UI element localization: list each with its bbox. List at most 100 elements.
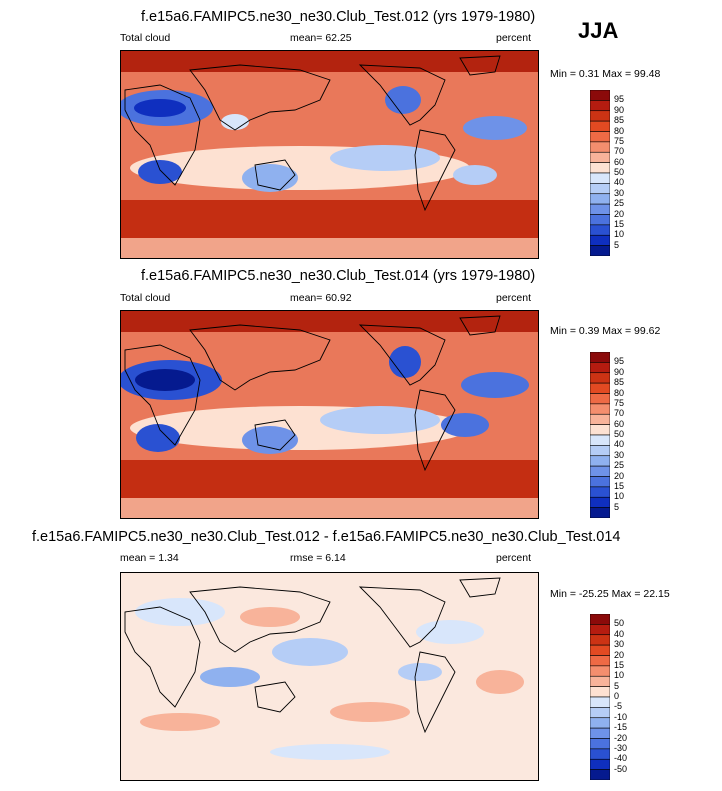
coastlines bbox=[124, 315, 501, 472]
panel-2-mean-label: mean= 60.92 bbox=[290, 292, 352, 304]
colorbar-tick-label: 60 bbox=[614, 156, 625, 167]
western-us-low-cloud bbox=[389, 346, 421, 378]
antarctic-band bbox=[120, 498, 538, 518]
colorbar-tick-label: 95 bbox=[614, 356, 625, 367]
colorbar-box bbox=[590, 131, 610, 143]
colorbar-tick-label: 85 bbox=[614, 377, 625, 388]
colorbar-box bbox=[590, 727, 610, 739]
colorbar-tick-label: 20 bbox=[614, 208, 625, 219]
colorbar-tick-label: 70 bbox=[614, 408, 625, 419]
colorbar-tick-label: 5 bbox=[614, 680, 620, 691]
diff-region bbox=[140, 713, 220, 731]
colorbar-tick-label: 15 bbox=[614, 218, 625, 229]
diff-region bbox=[398, 663, 442, 681]
colorbar-box bbox=[590, 476, 610, 488]
colorbar-tick-label: 40 bbox=[614, 177, 625, 188]
colorbar-tick-label: 85 bbox=[614, 115, 625, 126]
colorbar-tick-label: 40 bbox=[614, 439, 625, 450]
colorbar-box bbox=[590, 424, 610, 436]
colorbar-box bbox=[590, 496, 610, 508]
colorbar-tick-label: 0 bbox=[614, 691, 620, 701]
colorbar-tick-label: 5 bbox=[614, 239, 620, 250]
colorbar-tick-label: -15 bbox=[614, 722, 628, 733]
colorbar-tick-label: 20 bbox=[614, 649, 625, 660]
colorbar-box bbox=[590, 707, 610, 719]
colorbar-box bbox=[590, 413, 610, 425]
colorbar-tick-label: 70 bbox=[614, 146, 625, 157]
colorbar-tick-label: 75 bbox=[614, 135, 625, 146]
southern-ocean-cloud-band bbox=[120, 460, 538, 500]
colorbar-box bbox=[590, 110, 610, 122]
colorbar-tick-label: -50 bbox=[614, 763, 628, 774]
colorbar-tick-label: 50 bbox=[614, 429, 625, 439]
colorbar-box bbox=[590, 738, 610, 750]
colorbar-box bbox=[590, 162, 610, 174]
colorbar-tick-label: 95 bbox=[614, 94, 625, 105]
south-pacific-low-cloud bbox=[320, 406, 440, 434]
colorbar-tick-label: 60 bbox=[614, 418, 625, 429]
sahara-core bbox=[135, 369, 195, 391]
colorbar-box bbox=[590, 614, 610, 625]
colorbar-tick-label: 20 bbox=[614, 470, 625, 481]
panel-2-minmax: Min = 0.39 Max = 99.62 bbox=[550, 325, 661, 337]
colorbar-box bbox=[590, 655, 610, 667]
colorbar-tick-label: 10 bbox=[614, 670, 625, 681]
panel-2-map bbox=[120, 310, 538, 518]
atlantic-low-cloud bbox=[463, 116, 527, 140]
antarctic-band bbox=[120, 238, 538, 258]
colorbar-box bbox=[590, 372, 610, 384]
colorbar-tick-label: 30 bbox=[614, 187, 625, 198]
colorbar-box bbox=[590, 403, 610, 415]
colorbar-tick-label: 10 bbox=[614, 491, 625, 502]
colorbar-tick-label: 25 bbox=[614, 198, 625, 209]
panel-1-minmax: Min = 0.31 Max = 99.48 bbox=[550, 68, 661, 80]
panel-2-title: f.e15a6.FAMIPC5.ne30_ne30.Club_Test.014 … bbox=[141, 268, 536, 284]
colorbar-box bbox=[590, 434, 610, 446]
diff-region bbox=[416, 620, 484, 644]
colorbar-box bbox=[590, 717, 610, 729]
colorbar-box bbox=[590, 393, 610, 405]
colorbar-tick-label: 40 bbox=[614, 628, 625, 639]
coastlines bbox=[124, 55, 501, 212]
colorbar-tick-label: -40 bbox=[614, 753, 628, 764]
southern-ocean-cloud-band bbox=[120, 200, 538, 240]
panel-1-frame bbox=[120, 50, 539, 259]
colorbar-box bbox=[590, 193, 610, 205]
colorbar-tick-label: 15 bbox=[614, 480, 625, 491]
colorbar-box bbox=[590, 455, 610, 467]
colorbar-tick-label: 5 bbox=[614, 501, 620, 512]
panel-1-variable-label: Total cloud bbox=[120, 32, 171, 44]
panel-3-frame bbox=[120, 572, 539, 781]
season-label: JJA bbox=[578, 18, 619, 43]
colorbar-tick-label: 80 bbox=[614, 387, 625, 398]
colorbar-box bbox=[590, 362, 610, 374]
south-america-low-cloud bbox=[441, 413, 489, 437]
panel-3-colorbar bbox=[590, 614, 610, 780]
arabia-region bbox=[221, 114, 249, 130]
panel-3-mean-label: mean = 1.34 bbox=[120, 552, 179, 564]
colorbar-box bbox=[590, 172, 610, 184]
colorbar-box bbox=[590, 100, 610, 112]
colorbar-box bbox=[590, 634, 610, 646]
colorbar-box bbox=[590, 183, 610, 195]
diff-region bbox=[272, 638, 348, 666]
colorbar-box bbox=[590, 624, 610, 636]
diff-region bbox=[240, 607, 300, 627]
colorbar-tick-label: 80 bbox=[614, 125, 625, 136]
panel-1-units-label: percent bbox=[496, 32, 532, 44]
colorbar-tick-label: 15 bbox=[614, 659, 625, 670]
colorbar-tick-label: 75 bbox=[614, 397, 625, 408]
panel-2-variable-label: Total cloud bbox=[120, 292, 171, 304]
south-africa-low-cloud bbox=[136, 424, 180, 452]
colorbar-box bbox=[590, 507, 610, 518]
diff-region bbox=[200, 667, 260, 687]
panel-1-colorbar bbox=[590, 90, 610, 256]
diff-region bbox=[270, 744, 390, 760]
panel-2-colorbar bbox=[590, 352, 610, 518]
panel-3-map bbox=[120, 572, 538, 780]
panel-2-frame bbox=[120, 310, 539, 519]
colorbar-box bbox=[590, 465, 610, 477]
colorbar-box bbox=[590, 203, 610, 215]
colorbar-box bbox=[590, 769, 610, 780]
south-atlantic-region bbox=[453, 165, 497, 185]
